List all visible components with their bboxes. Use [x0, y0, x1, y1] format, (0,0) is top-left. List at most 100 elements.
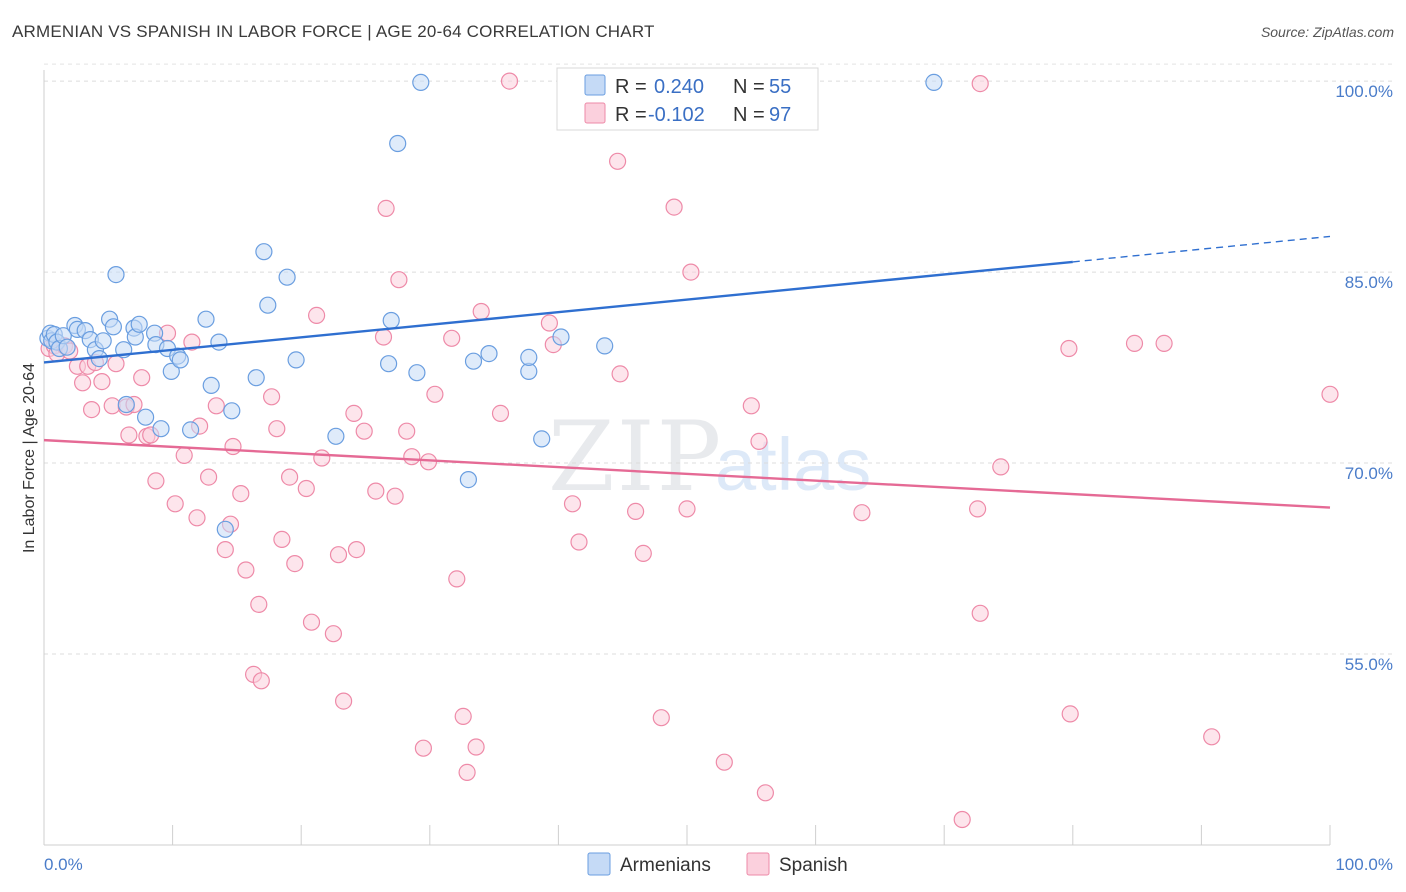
spanish-point-32: [237, 561, 255, 579]
legend-swatch-armenians: [584, 74, 606, 96]
spanish-point-62: [448, 570, 466, 588]
armenians-point-50: [480, 345, 498, 363]
trend-lines: [43, 235, 1331, 509]
spanish-point-21: [166, 495, 184, 513]
spanish-point-77: [652, 709, 670, 727]
spanish-point-10: [93, 373, 111, 391]
spanish-point-8: [82, 401, 101, 419]
spanish-point-6: [73, 374, 92, 392]
spanish-point-56: [398, 422, 416, 440]
spanish-point-94: [1155, 334, 1173, 352]
spanish-point-86: [953, 810, 971, 829]
armenians-point-45: [389, 134, 407, 153]
legend-r-value-spanish: -0.102: [648, 104, 705, 126]
armenians-trend-line: [43, 260, 1073, 364]
spanish-point-39: [281, 468, 299, 486]
armenians-point-44: [382, 311, 400, 330]
spanish-point-22: [175, 446, 193, 464]
legend-n-value-spanish: 97: [769, 104, 791, 126]
y-tick-label-55: 55.0%: [1345, 655, 1393, 674]
spanish-point-96: [1321, 385, 1339, 403]
armenians-point-7: [58, 338, 76, 356]
legend-n-label-armenians: N =: [733, 76, 765, 98]
y-tick-label-85: 85.0%: [1345, 273, 1393, 292]
spanish-point-65: [467, 738, 485, 756]
armenians-point-43: [380, 355, 398, 373]
spanish-point-47: [335, 692, 353, 710]
spanish-point-38: [273, 530, 291, 549]
armenians-point-54: [552, 328, 570, 346]
spanish-point-68: [500, 72, 519, 90]
y-axis-title: In Labor Force | Age 20-64: [21, 363, 38, 553]
spanish-point-66: [472, 302, 490, 321]
spanish-point-57: [403, 448, 421, 466]
armenians-point-19: [117, 395, 135, 414]
watermark: ZIP atlas: [548, 401, 871, 513]
bottom-legend-label-armenians: Armenians: [620, 855, 711, 876]
armenians-point-41: [287, 351, 305, 369]
spanish-point-44: [313, 449, 331, 467]
spanish-point-71: [563, 495, 582, 513]
armenians-point-17: [107, 266, 125, 284]
spanish-point-85: [853, 504, 871, 522]
spanish-point-23: [183, 333, 201, 351]
spanish-point-55: [390, 271, 408, 289]
armenians-point-46: [408, 364, 426, 382]
legend-n-label-spanish: N =: [733, 104, 765, 126]
armenians-point-31: [182, 421, 200, 439]
armenians-point-23: [137, 408, 155, 426]
spanish-point-37: [268, 420, 286, 438]
spanish-point-61: [443, 329, 461, 347]
armenians-point-32: [197, 310, 215, 328]
armenians-point-16: [104, 318, 123, 336]
series-legend: Armenians Spanish: [587, 852, 848, 876]
spanish-point-30: [224, 437, 242, 456]
spanish-point-81: [715, 753, 733, 771]
armenians-point-49: [464, 352, 483, 370]
spanish-point-43: [308, 306, 326, 324]
spanish-point-91: [1061, 705, 1079, 723]
y-tick-labels: 55.0% 70.0% 85.0% 100.0%: [1335, 82, 1393, 674]
spanish-point-73: [608, 152, 627, 170]
spanish-trend-line: [43, 438, 1331, 509]
spanish-point-58: [414, 739, 432, 757]
spanish-point-64: [458, 763, 476, 782]
armenians-point-34: [210, 333, 228, 351]
armenians-point-14: [94, 332, 112, 350]
spanish-point-60: [426, 385, 444, 403]
spanish-point-45: [324, 625, 342, 643]
spanish-point-42: [302, 613, 321, 631]
spanish-point-16: [133, 369, 151, 387]
legend-n-value-armenians: 55: [769, 76, 791, 98]
spanish-point-63: [454, 707, 472, 726]
armenians-point-37: [247, 369, 265, 387]
spanish-point-52: [374, 328, 393, 346]
armenians-point-53: [533, 430, 551, 448]
spanish-point-54: [386, 487, 404, 505]
armenians-point-30: [171, 351, 189, 369]
spanish-point-24: [188, 509, 206, 527]
spanish-point-31: [232, 485, 250, 503]
spanish-point-27: [207, 397, 225, 415]
spanish-point-76: [634, 544, 652, 563]
spanish-point-67: [491, 404, 510, 422]
spanish-point-92: [1060, 339, 1078, 358]
x-tick-label-min: 0.0%: [44, 855, 83, 874]
spanish-point-50: [355, 422, 373, 440]
spanish-point-48: [347, 540, 366, 559]
spanish-point-80: [682, 263, 700, 281]
armenians-point-55: [596, 337, 614, 355]
spanish-point-88: [971, 74, 989, 93]
spanish-point-82: [742, 397, 760, 415]
spanish-point-26: [200, 468, 218, 486]
chart-title: ARMENIAN VS SPANISH IN LABOR FORCE | AGE…: [12, 22, 655, 41]
spanish-point-46: [329, 546, 348, 564]
spanish-point-84: [756, 784, 775, 802]
spanish-point-41: [297, 479, 315, 498]
bottom-legend-swatch-spanish: [746, 852, 770, 876]
armenians-point-33: [202, 376, 220, 394]
legend-r-label-spanish: R =: [615, 104, 647, 126]
spanish-point-51: [367, 482, 385, 500]
armenians-point-52: [520, 348, 538, 366]
y-tick-label-100: 100.0%: [1335, 82, 1393, 101]
